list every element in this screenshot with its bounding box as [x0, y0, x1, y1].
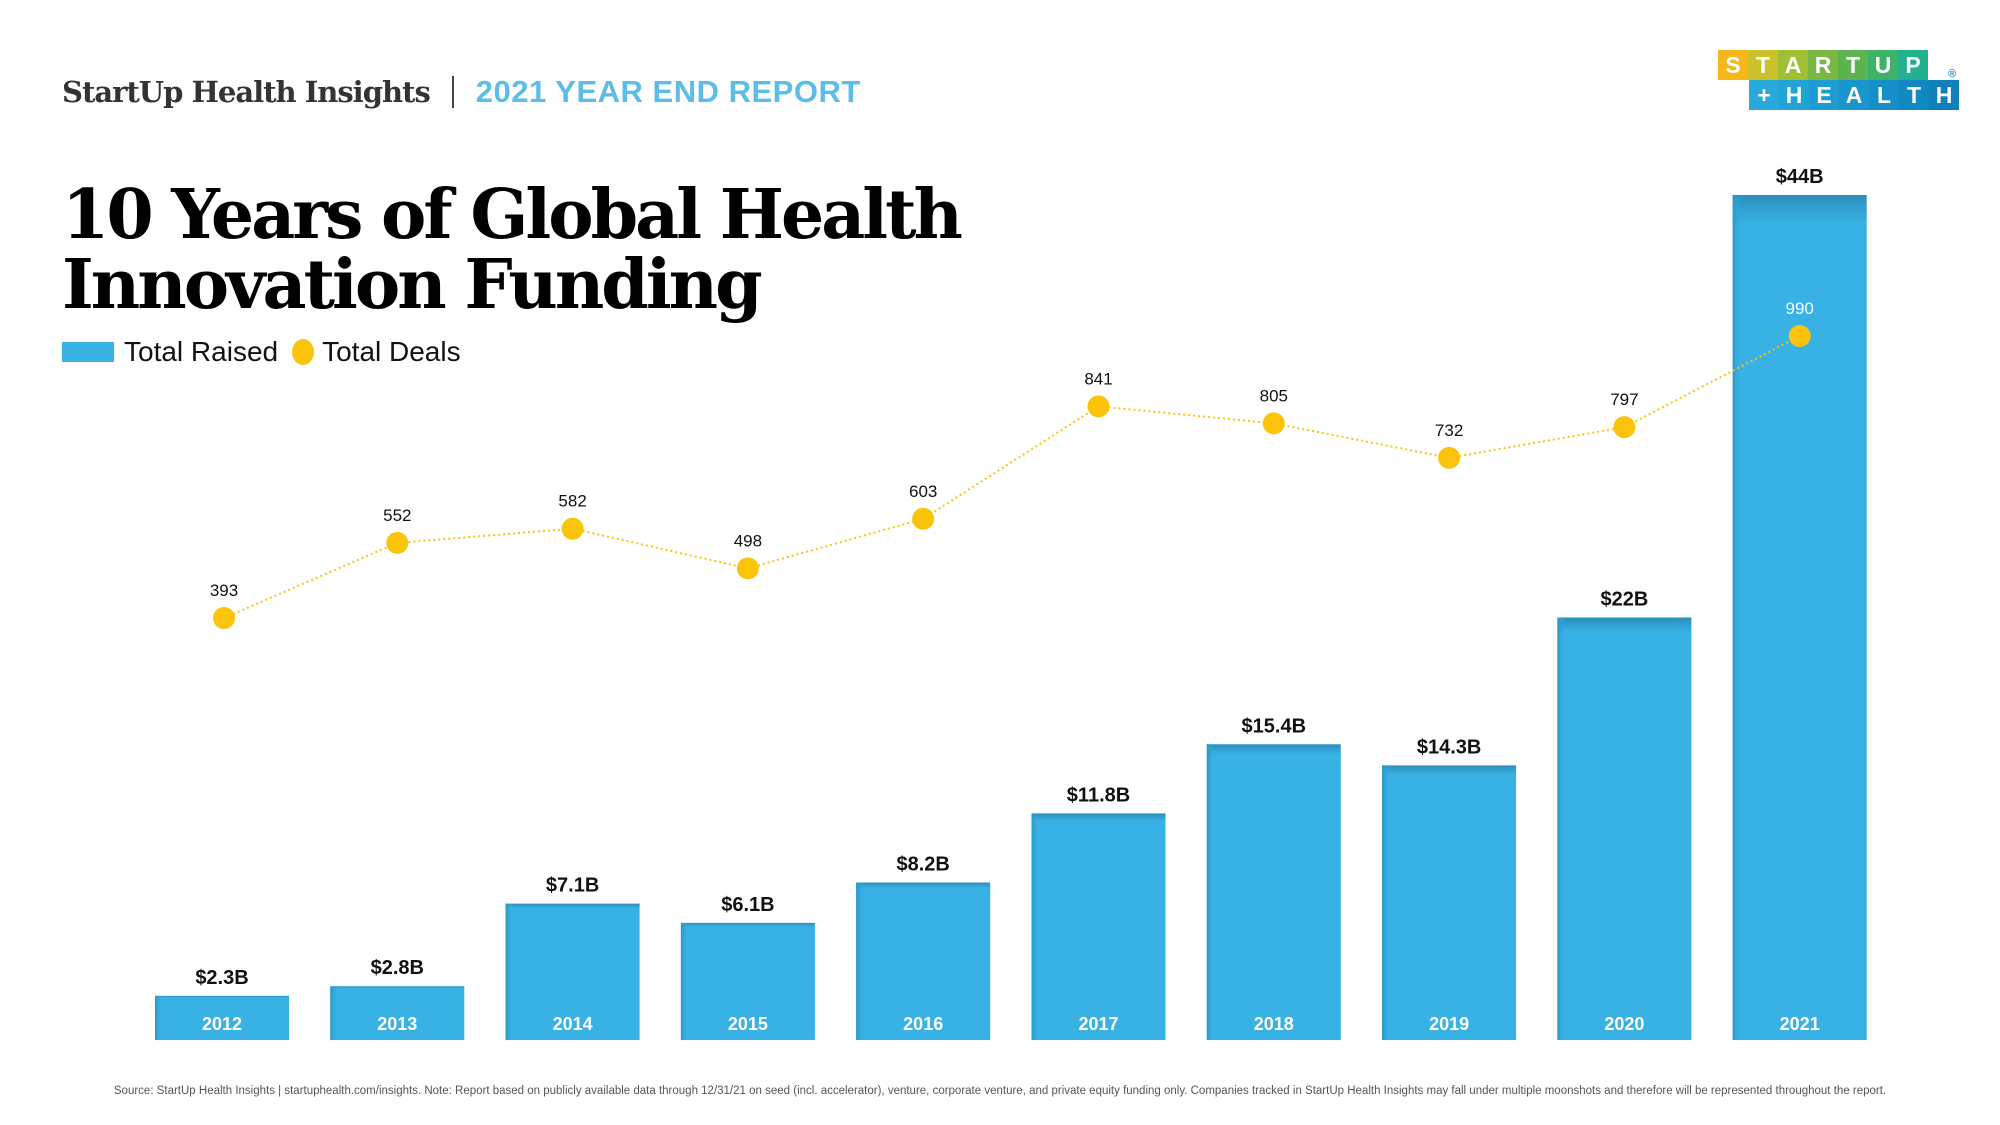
- logo-letter: E: [1809, 80, 1839, 110]
- x-tick-label: 2014: [553, 1014, 593, 1034]
- legend-label-total-raised: Total Raised: [124, 336, 279, 367]
- deals-value-label: 990: [1786, 299, 1814, 318]
- bar-value-label: $22B: [1600, 589, 1648, 611]
- legend-label-total-deals: Total Deals: [322, 336, 461, 367]
- deals-value-label: 732: [1435, 421, 1463, 440]
- deals-point: [912, 507, 935, 530]
- deals-value-label: 797: [1610, 390, 1638, 409]
- legend-swatch-total-raised: [62, 342, 114, 362]
- logo-letter: L: [1869, 80, 1899, 110]
- deals-value-label: 552: [383, 506, 411, 525]
- logo-letter: P: [1898, 50, 1928, 80]
- chart-title-line-2: Innovation Funding: [62, 245, 763, 325]
- bar-shadow: [1206, 744, 1341, 1040]
- chart-legend: Total Raised Total Deals: [62, 336, 461, 368]
- report-title: 2021 YEAR END REPORT: [475, 74, 861, 109]
- bar-value-label: $2.3B: [195, 967, 248, 989]
- x-tick-label: 2021: [1780, 1014, 1820, 1034]
- deals-value-label: 603: [909, 482, 937, 501]
- source-footnote: Source: StartUp Health Insights | startu…: [113, 1085, 1887, 1097]
- deals-value-label: 582: [558, 492, 586, 511]
- legend-swatch-total-deals: [292, 339, 315, 365]
- logo-letter: T: [1838, 50, 1868, 80]
- bar-value-label: $11.8B: [1067, 784, 1130, 806]
- bar-shadow: [330, 986, 465, 1040]
- logo-letter: A: [1839, 80, 1869, 110]
- bar-value-label: $2.8B: [371, 957, 424, 979]
- logo-letter: A: [1778, 50, 1808, 80]
- bar-shadow: [1031, 813, 1166, 1040]
- bar-shadow: [680, 922, 815, 1040]
- chart-title: 10 Years of Global Health Innovation Fun…: [62, 175, 963, 325]
- x-tick-label: 2017: [1078, 1014, 1118, 1034]
- deals-point: [1788, 324, 1811, 347]
- logo-letter: T: [1899, 80, 1929, 110]
- bar-shadow: [155, 995, 289, 1040]
- bar-value-label: $44B: [1776, 166, 1824, 188]
- x-tick-label: 2020: [1604, 1014, 1644, 1034]
- deals-value-label: 841: [1084, 369, 1112, 388]
- logo-letter: +: [1749, 80, 1779, 110]
- bar-value-label: $14.3B: [1417, 736, 1482, 758]
- bar-shadow: [1732, 195, 1867, 1040]
- deals-point: [213, 607, 235, 629]
- logo-letter: H: [1779, 80, 1809, 110]
- deals-value-label: 805: [1260, 386, 1288, 405]
- logo-letter: S: [1718, 50, 1748, 80]
- bar-shadow: [856, 882, 991, 1040]
- x-tick-label: 2016: [903, 1014, 943, 1034]
- deals-value-label: 498: [734, 531, 762, 550]
- bar-value-label: $6.1B: [721, 894, 774, 916]
- x-tick-label: 2019: [1429, 1014, 1469, 1034]
- bars-layer: $2.3B 2012 $2.8B 2013 $7.1B 2014 $6.1B 2015 $8.2…: [155, 166, 1867, 1040]
- bar-value-label: $15.4B: [1242, 715, 1307, 737]
- deals-point: [1613, 416, 1636, 439]
- report-header: StartUp Health Insights 2021 YEAR END RE…: [62, 72, 861, 112]
- deals-point: [386, 531, 409, 554]
- deals-point: [1087, 395, 1110, 418]
- bar-value-label: $8.2B: [897, 854, 950, 876]
- logo-letter: U: [1868, 50, 1898, 80]
- deals-line-layer: 393 552 582 498 603 841 805 732 797 990: [210, 299, 1814, 629]
- registered-mark-icon: ®: [1948, 68, 1957, 80]
- x-tick-label: 2012: [202, 1014, 242, 1034]
- bar-shadow: [1557, 617, 1692, 1040]
- bar-value-label: $7.1B: [546, 875, 599, 897]
- deals-point: [1438, 446, 1461, 469]
- deals-line: [223, 335, 1801, 619]
- bar-shadow: [505, 903, 640, 1040]
- logo-letter: T: [1748, 50, 1778, 80]
- logo-letter: R: [1808, 50, 1838, 80]
- chart-title-line-1: 10 Years of Global Health: [62, 175, 963, 255]
- header-divider: [451, 76, 454, 108]
- x-tick-label: 2013: [377, 1014, 417, 1034]
- x-tick-label: 2018: [1254, 1014, 1294, 1034]
- x-tick-label: 2015: [728, 1014, 768, 1034]
- brand-name: StartUp Health Insights: [62, 75, 431, 109]
- deals-point: [1262, 412, 1285, 435]
- bar-shadow: [1382, 765, 1517, 1040]
- deals-value-label: 393: [210, 581, 238, 600]
- logo-letter: H: [1929, 80, 1959, 110]
- logo-row-health: + H E A L T H: [1749, 80, 1959, 110]
- deals-point: [736, 557, 759, 580]
- deals-point: [561, 517, 584, 540]
